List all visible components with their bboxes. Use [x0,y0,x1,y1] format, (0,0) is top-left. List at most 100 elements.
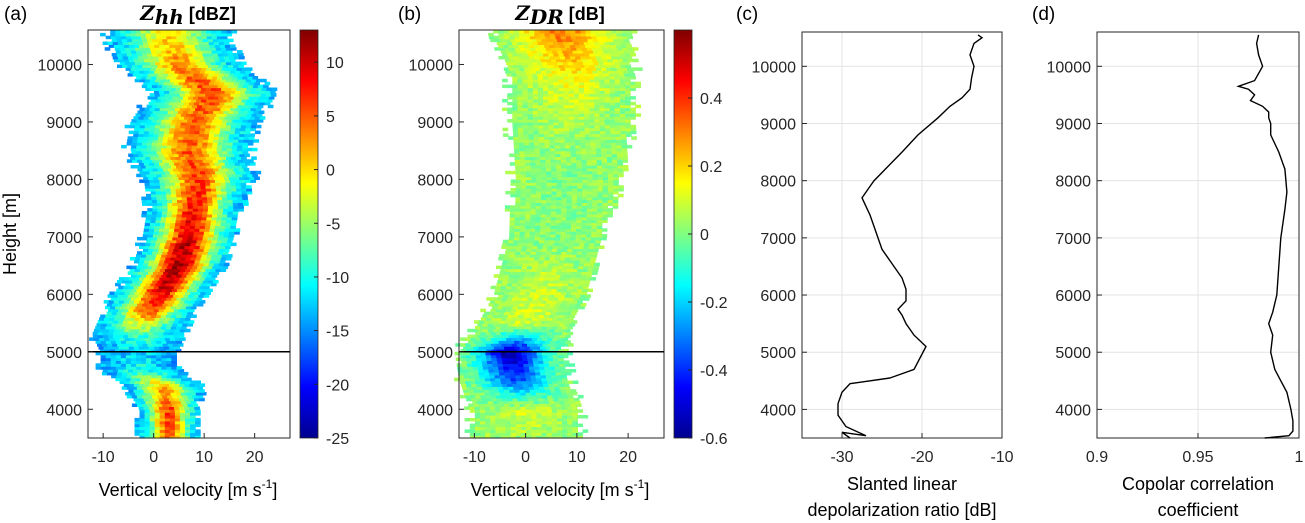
heatmap-cell [522,357,528,361]
heatmap-cell [591,228,598,232]
heatmap-cell [178,308,185,313]
heatmap-cell [520,188,527,192]
heatmap-cell [506,343,513,347]
heatmap-cell [159,268,166,272]
heatmap-cell [106,371,113,376]
heatmap-cell [175,222,181,226]
heatmap-cell [584,259,591,264]
heatmap-cell [485,435,491,439]
heatmap-cell [496,297,503,301]
panel-label-b: (b) [398,4,421,25]
heatmap-cell [144,380,151,384]
heatmap-cell [608,179,614,183]
heatmap-cell [485,423,491,428]
heatmap-cell [140,61,146,66]
heatmap-cell [559,314,565,318]
heatmap-cell [490,415,496,419]
heatmap-cell [572,435,578,439]
heatmap-cell [154,429,161,433]
heatmap-cell [563,297,569,301]
heatmap-cell [527,245,533,249]
heatmap-cell [539,277,545,281]
heatmap-cell [190,380,196,384]
heatmap-cell [115,30,121,34]
heatmap-cell [536,176,542,180]
heatmap-cell [507,262,513,267]
heatmap-cell [166,144,173,149]
heatmap-cell [189,406,195,410]
heatmap-cell [130,360,137,364]
heatmap-cell [147,73,154,77]
heatmap-cell [541,423,548,428]
heatmap-cell [168,334,175,339]
heatmap-cell [584,242,590,247]
heatmap-cell [188,133,195,137]
heatmap-cell [601,153,608,157]
heatmap-cell [202,38,209,43]
heatmap-cell [143,308,150,313]
heatmap-cell [162,303,169,307]
heatmap-cell [581,234,587,238]
heatmap-cell [173,55,179,60]
heatmap-cell [154,409,161,413]
heatmap-cell [500,435,507,439]
heatmap-cell [621,142,627,146]
heatmap-cell [555,369,561,373]
heatmap-cell [169,245,175,249]
heatmap-cell [130,305,136,310]
heatmap-cell [591,153,597,157]
heatmap-cell [480,394,487,399]
heatmap-cell [496,337,502,341]
heatmap-cell [564,277,571,281]
heatmap-cell [222,159,229,163]
heatmap-cell [202,64,209,68]
heatmap-cell [505,412,512,416]
heatmap-cell [176,193,182,198]
heatmap-cell [567,412,573,416]
heatmap-cell [186,239,193,244]
heatmap-cell [479,374,485,379]
heatmap-cell [172,159,178,163]
heatmap-cell [224,231,230,235]
heatmap-cell [163,294,169,298]
heatmap-cell [484,392,491,396]
heatmap-cell [618,193,624,198]
heatmap-cell [525,199,532,203]
heatmap-cell [469,426,476,430]
heatmap-cell [622,159,628,163]
heatmap-cell [166,274,172,278]
heatmap-cell [149,93,156,97]
heatmap-cell [192,53,199,57]
heatmap-cell [560,274,566,278]
heatmap-cell [231,165,238,169]
heatmap-cell [177,211,183,215]
heatmap-cell [509,211,516,215]
heatmap-cell [161,193,167,198]
heatmap-cell [110,325,116,330]
heatmap-cell [528,259,534,264]
heatmap-cell [243,167,250,172]
heatmap-cell [551,300,558,304]
heatmap-cell [582,429,589,433]
heatmap-cell [530,291,536,295]
heatmap-cell [597,208,603,212]
heatmap-cell [148,162,155,166]
heatmap-cell [145,325,152,330]
heatmap-cell [145,188,151,192]
heatmap-cell [169,435,176,439]
heatmap-cell [208,176,215,180]
heatmap-cell [163,331,169,336]
heatmap-cell [120,354,127,359]
heatmap-cell [219,259,226,264]
heatmap-cell [570,147,577,152]
heatmap-cell [125,282,131,287]
heatmap-cell [190,432,196,436]
heatmap-cell [538,305,544,310]
heatmap-cell [242,150,249,155]
heatmap-cell [153,271,159,275]
heatmap-cell [221,188,227,192]
heatmap-cell [580,147,587,152]
heatmap-cell [160,30,167,34]
heatmap-cell [507,305,514,310]
heatmap-cell [166,366,172,370]
